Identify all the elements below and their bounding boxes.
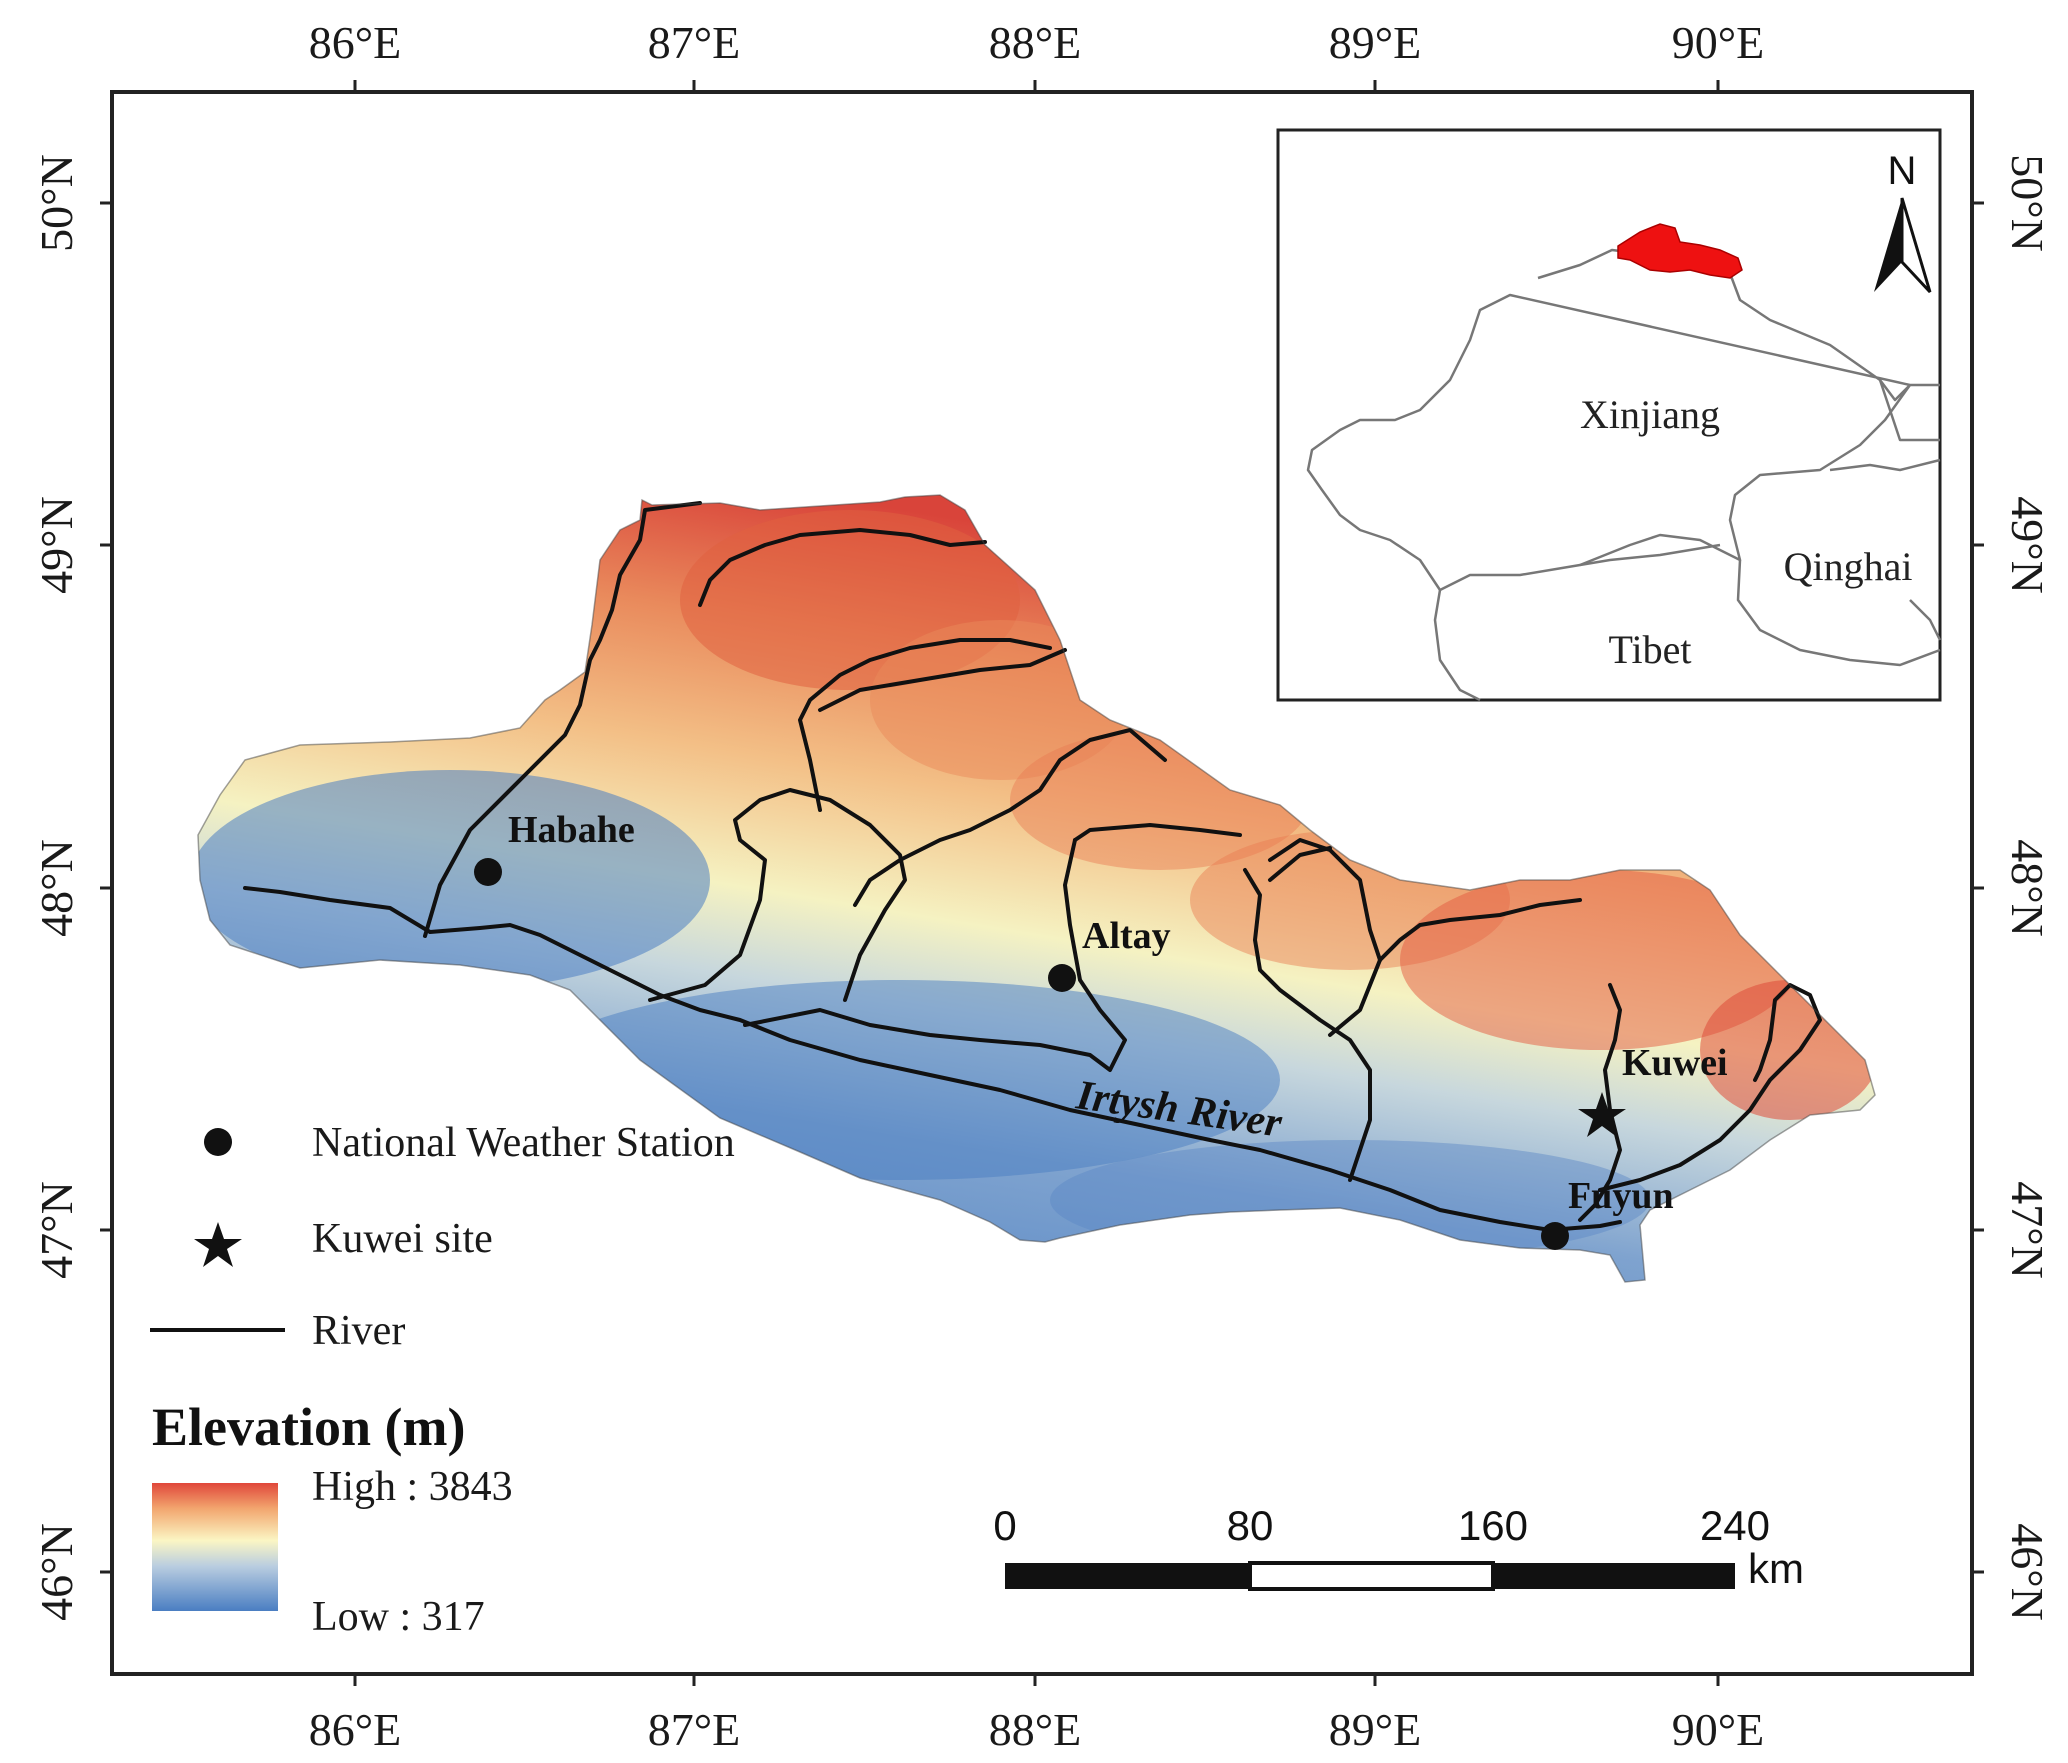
lon-label-top: 88°E	[989, 17, 1082, 68]
habahe-station-marker	[474, 858, 502, 886]
river-line	[1243, 868, 1372, 1182]
river-line	[698, 528, 987, 607]
lon-label-bottom: 88°E	[989, 1704, 1082, 1755]
lon-label-bottom: 87°E	[648, 1704, 741, 1755]
scale-segment-black	[1005, 1563, 1250, 1589]
rivers	[243, 501, 1822, 1232]
river-line	[743, 838, 1127, 1072]
river-line	[648, 788, 907, 1002]
top-longitude-labels: 86°E 87°E 88°E 89°E 90°E	[309, 17, 1765, 68]
tibet-boundary	[1433, 543, 1721, 702]
irtysh-river-line	[243, 886, 1622, 1232]
lat-label-left: 47°N	[31, 1181, 82, 1279]
region-outline	[197, 494, 1876, 1283]
scale-tick-label: 80	[1227, 1502, 1274, 1549]
fuyun-station-marker	[1541, 1222, 1569, 1250]
scale-segment-white	[1248, 1561, 1495, 1591]
right-latitude-labels: 50°N 49°N 48°N 47°N 46°N	[2002, 154, 2053, 1621]
inset-frame	[1276, 128, 1942, 702]
site-legend-label: Kuwei site	[312, 1216, 493, 1262]
lat-label-right: 49°N	[2002, 496, 2053, 594]
lat-label-right: 46°N	[2002, 1523, 2053, 1621]
river-line	[1268, 838, 1382, 962]
lon-label-top: 86°E	[309, 17, 402, 68]
qinghai-boundary	[1736, 458, 1941, 667]
lon-label-bottom: 86°E	[309, 1704, 402, 1755]
scale-tick-label: 240	[1700, 1502, 1770, 1549]
fuyun-label: Fuyun	[1568, 1175, 1674, 1217]
scale-unit-label: km	[1748, 1545, 1804, 1592]
north-label: N	[1888, 149, 1917, 193]
lon-label-top: 90°E	[1672, 17, 1765, 68]
station-markers	[474, 858, 1626, 1250]
river-line	[1328, 898, 1582, 1037]
site-legend-star-icon	[194, 1222, 242, 1267]
elevation-color-ramp	[152, 1483, 278, 1611]
qinghai-label: Qinghai	[1784, 544, 1913, 589]
river-line	[818, 648, 1067, 712]
inset-map: Xinjiang Qinghai Tibet N	[1276, 128, 1942, 702]
scale-segment-black	[1493, 1563, 1735, 1589]
lat-label-left: 49°N	[31, 496, 82, 594]
lat-label-right: 48°N	[2002, 839, 2053, 937]
river-line	[423, 501, 702, 938]
study-area-highlight	[1617, 223, 1743, 279]
axis-ticks	[100, 80, 1984, 1686]
lon-label-top: 87°E	[648, 17, 741, 68]
lon-label-bottom: 90°E	[1672, 1704, 1765, 1755]
river-line	[1268, 846, 1332, 882]
lat-label-left: 48°N	[31, 839, 82, 937]
river-line	[798, 638, 1052, 812]
elevation-low-label: Low : 317	[312, 1594, 485, 1640]
elevation-legend-title: Elevation (m)	[152, 1397, 465, 1457]
station-legend-label: National Weather Station	[312, 1120, 735, 1166]
river-legend-label: River	[312, 1308, 405, 1354]
scale-tick-label: 160	[1458, 1502, 1528, 1549]
province-boundary	[1878, 379, 1942, 641]
lat-label-left: 46°N	[31, 1523, 82, 1621]
xinjiang-boundary	[1306, 248, 1940, 592]
altay-label: Altay	[1082, 915, 1171, 957]
altay-station-marker	[1048, 964, 1076, 992]
legend: National Weather Station Kuwei site Rive…	[150, 1120, 735, 1640]
station-legend-icon	[204, 1128, 232, 1156]
tibet-label: Tibet	[1608, 627, 1691, 672]
scale-bar: 0 80 160 240 km	[993, 1502, 1804, 1592]
xinjiang-label: Xinjiang	[1580, 392, 1720, 437]
north-arrow-icon	[1874, 197, 1932, 294]
elevation-high-label: High : 3843	[312, 1464, 513, 1510]
river-line	[1073, 823, 1242, 842]
river-line	[1598, 983, 1822, 1192]
kuwei-site-star-icon	[1578, 1092, 1626, 1137]
lat-label-left: 50°N	[31, 154, 82, 252]
left-latitude-labels: 50°N 49°N 48°N 47°N 46°N	[31, 154, 82, 1621]
lon-label-bottom: 89°E	[1329, 1704, 1422, 1755]
river-line	[853, 728, 1167, 907]
lon-label-top: 89°E	[1329, 17, 1422, 68]
bottom-longitude-labels: 86°E 87°E 88°E 89°E 90°E	[309, 1704, 1765, 1755]
scale-tick-label: 0	[993, 1502, 1016, 1549]
lat-label-right: 47°N	[2002, 1181, 2053, 1279]
kuwei-label: Kuwei	[1622, 1042, 1728, 1084]
map-frame	[110, 90, 1974, 1676]
lat-label-right: 50°N	[2002, 154, 2053, 252]
habahe-label: Habahe	[508, 809, 635, 851]
